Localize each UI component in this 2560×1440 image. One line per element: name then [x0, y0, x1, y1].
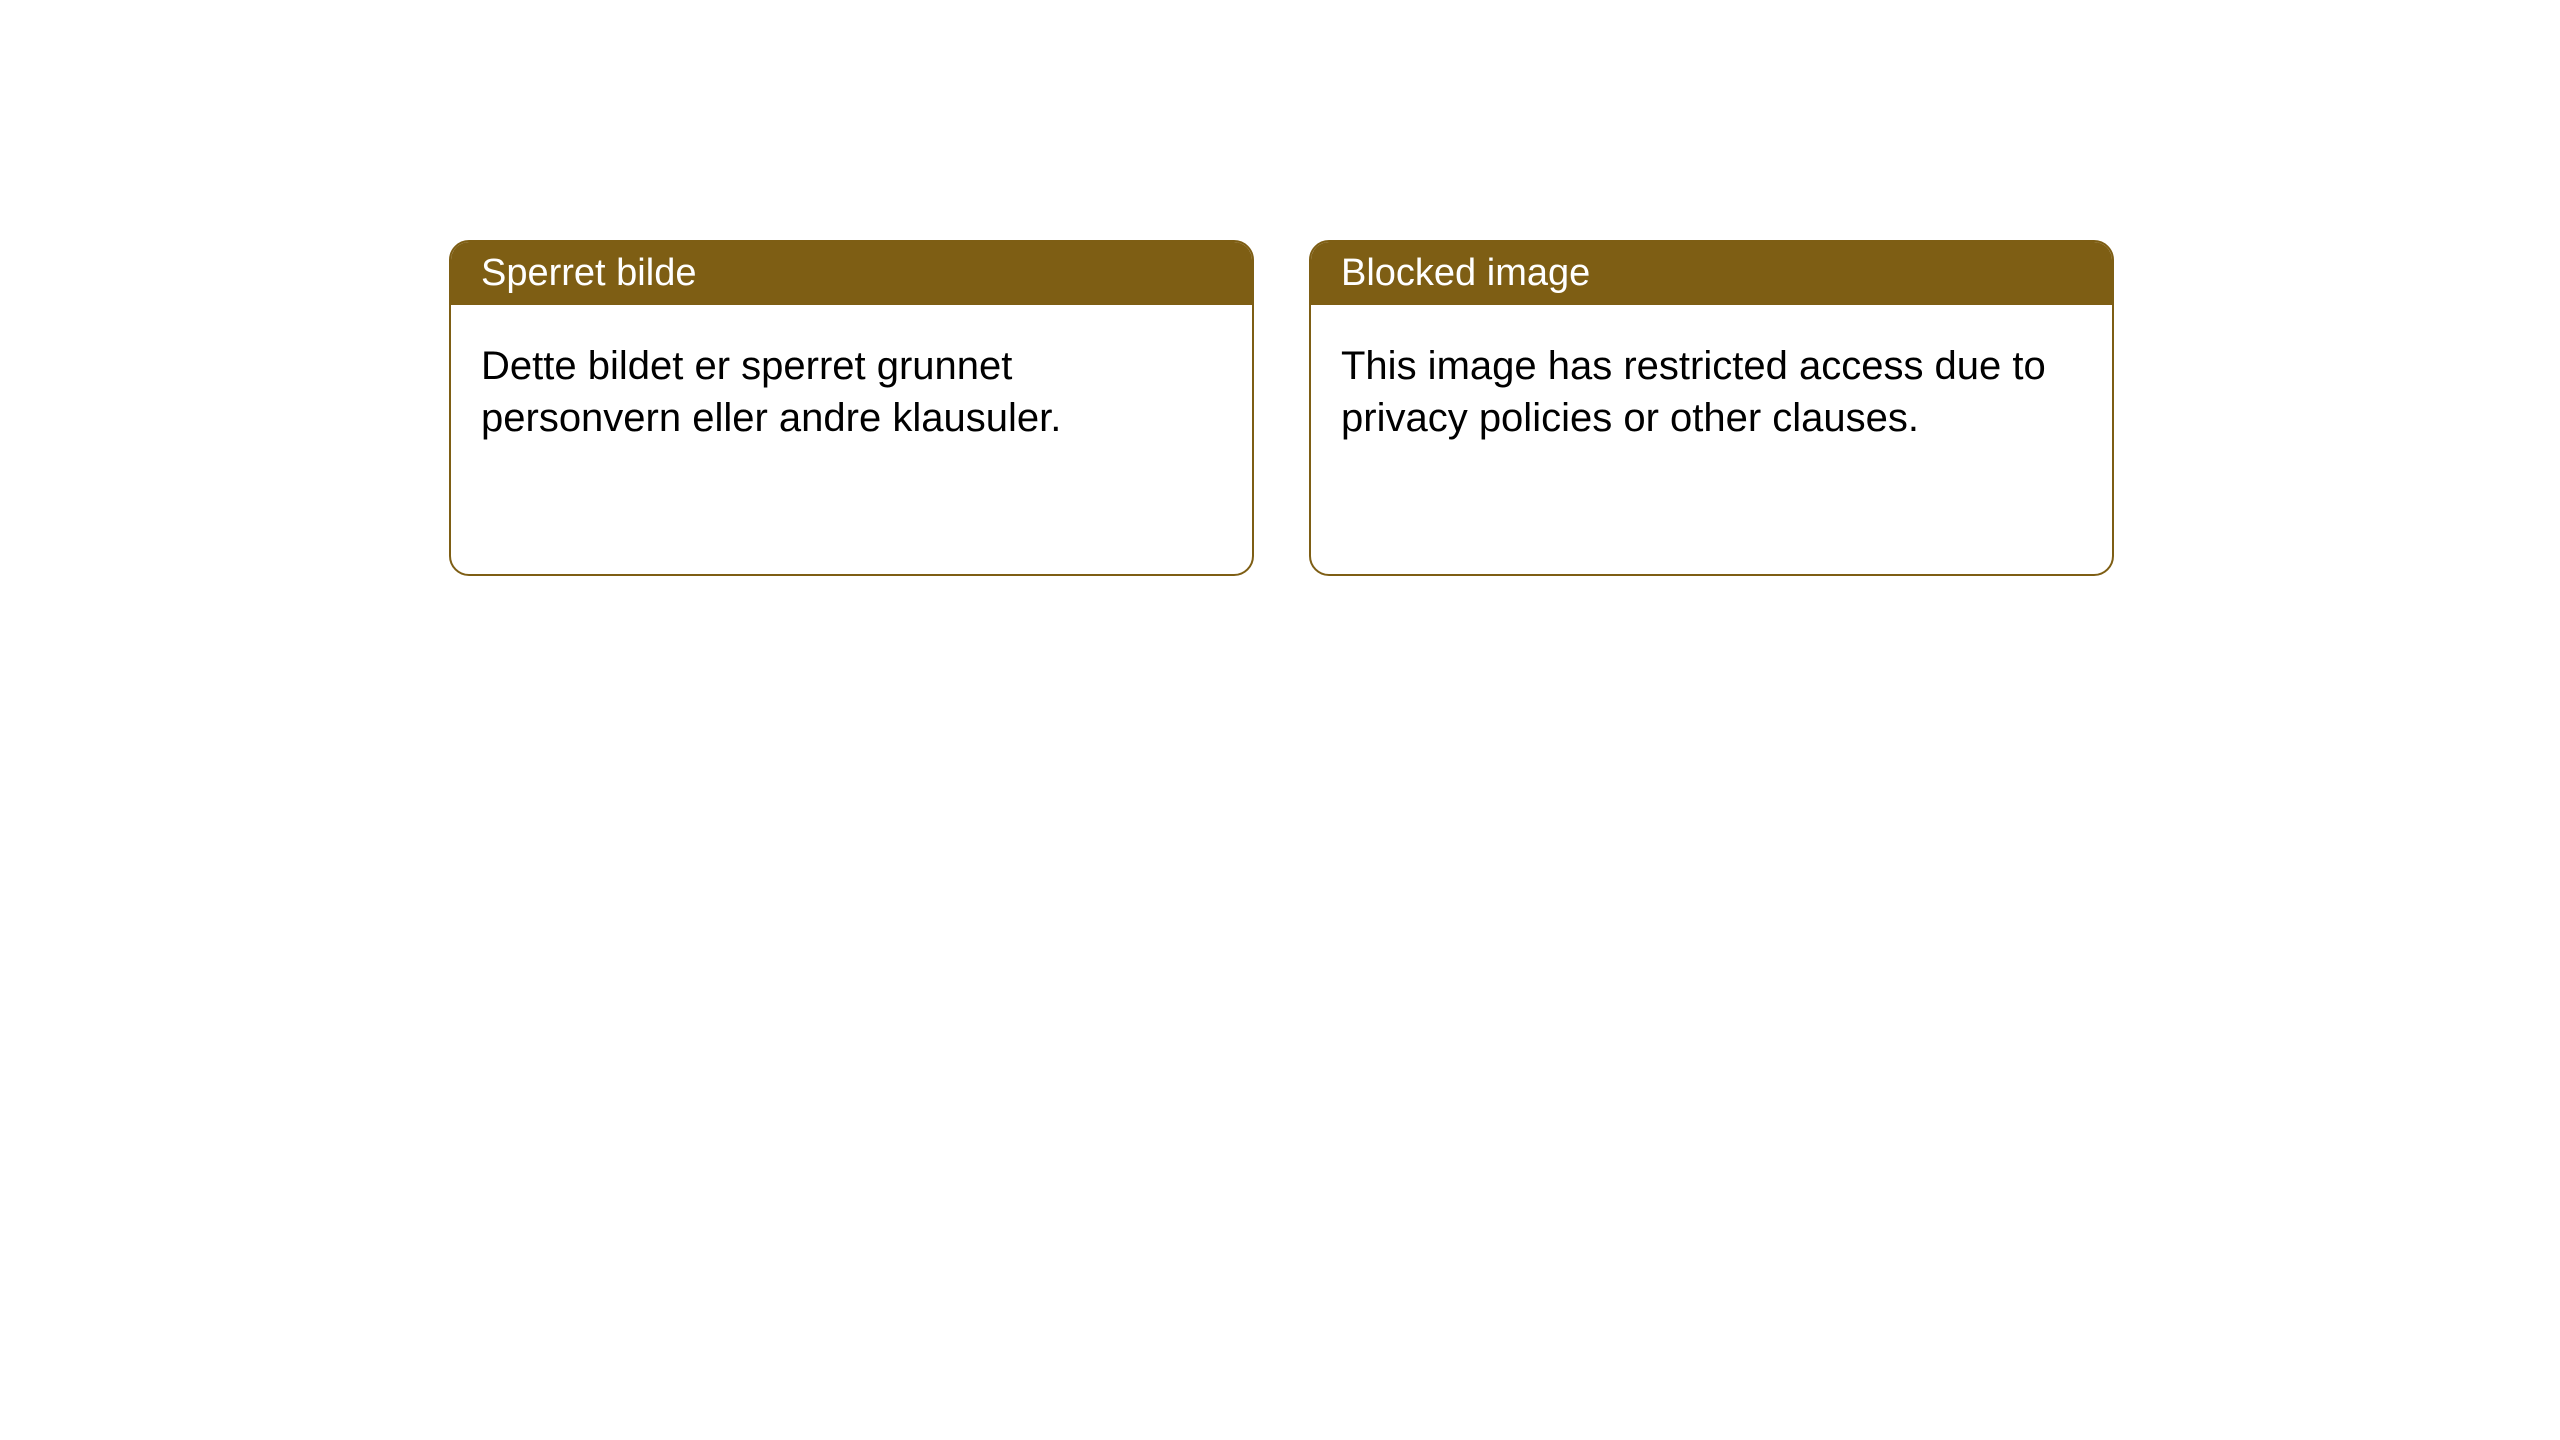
- notice-container: Sperret bilde Dette bildet er sperret gr…: [449, 240, 2114, 576]
- notice-header-english: Blocked image: [1311, 242, 2112, 305]
- notice-card-english: Blocked image This image has restricted …: [1309, 240, 2114, 576]
- notice-card-norwegian: Sperret bilde Dette bildet er sperret gr…: [449, 240, 1254, 576]
- notice-header-norwegian: Sperret bilde: [451, 242, 1252, 305]
- notice-body-norwegian: Dette bildet er sperret grunnet personve…: [451, 305, 1252, 479]
- notice-body-english: This image has restricted access due to …: [1311, 305, 2112, 479]
